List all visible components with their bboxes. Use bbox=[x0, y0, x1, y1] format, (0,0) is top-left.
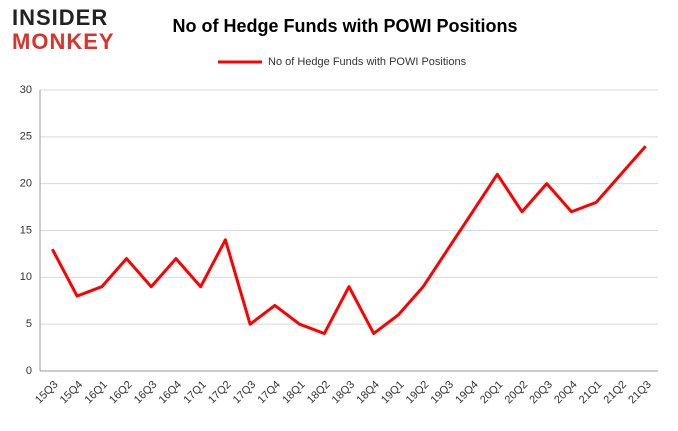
x-tick-label: 18Q3 bbox=[330, 379, 358, 407]
logo-line2: MONKEY bbox=[12, 29, 115, 54]
logo-line1: INSIDER bbox=[12, 5, 108, 30]
x-tick-label: 21Q1 bbox=[577, 379, 605, 407]
x-tick-label: 17Q3 bbox=[231, 379, 259, 407]
y-tick-label: 0 bbox=[26, 365, 32, 377]
x-tick-label: 20Q2 bbox=[503, 379, 531, 407]
x-tick-label: 19Q4 bbox=[453, 379, 481, 407]
x-tick-label: 18Q4 bbox=[354, 379, 382, 407]
x-tick-label: 19Q2 bbox=[404, 379, 432, 407]
x-tick-label: 19Q1 bbox=[379, 379, 407, 407]
x-tick-label: 15Q4 bbox=[58, 379, 86, 407]
x-tick-label: 18Q1 bbox=[280, 379, 308, 407]
x-tick-label: 20Q4 bbox=[552, 379, 580, 407]
x-tick-label: 16Q4 bbox=[157, 379, 185, 407]
x-tick-label: 21Q3 bbox=[626, 379, 654, 407]
x-tick-label: 15Q3 bbox=[33, 379, 61, 407]
x-tick-label: 21Q2 bbox=[602, 379, 630, 407]
y-tick-label: 5 bbox=[26, 318, 32, 330]
x-tick-label: 16Q1 bbox=[82, 379, 110, 407]
legend-label: No of Hedge Funds with POWI Positions bbox=[268, 56, 467, 68]
data-line bbox=[51, 145, 647, 336]
y-tick-label: 20 bbox=[20, 178, 32, 190]
x-tick-label: 16Q2 bbox=[107, 379, 135, 407]
y-tick-label: 25 bbox=[20, 131, 32, 143]
y-tick-label: 30 bbox=[20, 84, 32, 96]
x-tick-label: 20Q1 bbox=[478, 379, 506, 407]
x-tick-label: 18Q2 bbox=[305, 379, 333, 407]
chart-title: No of Hedge Funds with POWI Positions bbox=[173, 16, 518, 36]
x-tick-label: 17Q1 bbox=[181, 379, 209, 407]
x-tick-label: 17Q4 bbox=[255, 379, 283, 407]
y-tick-label: 10 bbox=[20, 271, 32, 283]
x-tick-label: 16Q3 bbox=[132, 379, 160, 407]
x-tick-label: 17Q2 bbox=[206, 379, 234, 407]
x-tick-label: 19Q3 bbox=[429, 379, 457, 407]
y-tick-label: 15 bbox=[20, 224, 32, 236]
x-tick-label: 20Q3 bbox=[527, 379, 555, 407]
